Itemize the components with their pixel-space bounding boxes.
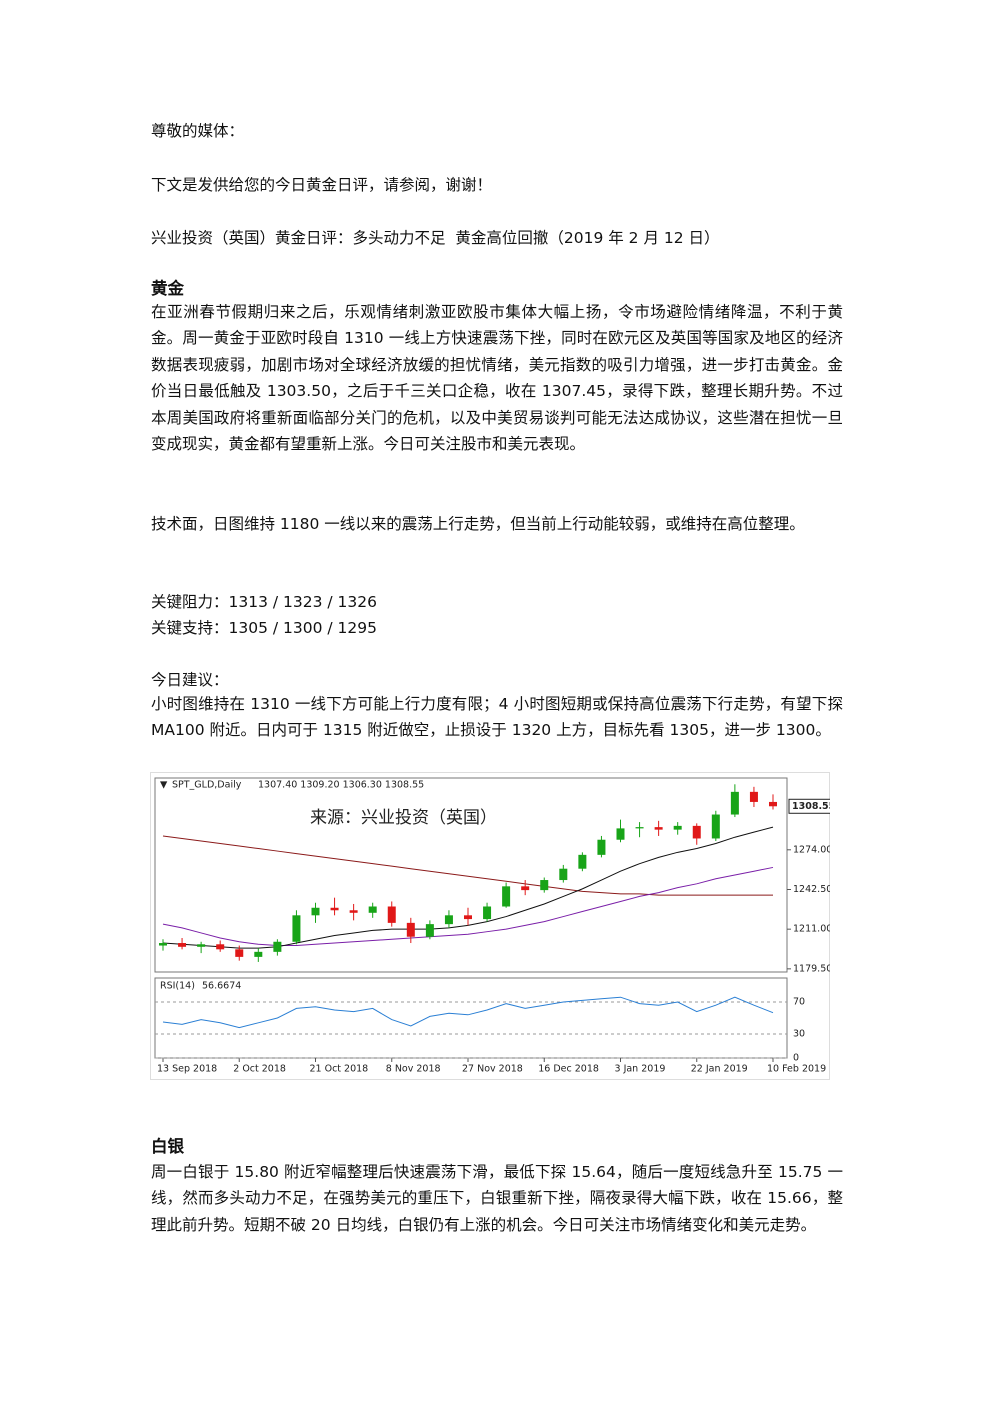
candle-body (197, 944, 206, 947)
candle-body (654, 827, 663, 830)
resistance: 关键阻力：1313 / 1323 / 1326 (151, 593, 377, 611)
candle-body (673, 825, 682, 830)
candle-body (235, 949, 244, 957)
candle-body (444, 915, 453, 925)
candle-body (540, 880, 549, 891)
candle-body (216, 944, 225, 950)
moving-average (162, 826, 774, 949)
x-tick-label: 27 Nov 2018 (462, 1064, 523, 1075)
candle-body (597, 839, 606, 855)
x-tick-label: 10 Feb 2019 (767, 1064, 826, 1075)
candle-body (330, 907, 339, 911)
rsi-tick-label: 70 (793, 997, 805, 1008)
section-heading: 黄金 (151, 279, 184, 298)
candle-body (349, 910, 358, 913)
candle-body (178, 943, 187, 947)
watermark: 来源：兴业投资（英国） (310, 808, 497, 828)
rsi-tick-label: 30 (793, 1029, 805, 1040)
paragraph: 周一白银于 15.80 附近窄幅整理后快速震荡下滑，最低下探 15.64，随后一… (151, 1163, 843, 1234)
candle-body (635, 827, 644, 829)
candle-body (464, 915, 472, 920)
moving-average (162, 866, 774, 947)
candle-body (406, 922, 415, 937)
candle-body (749, 791, 758, 802)
x-tick-label: 22 Jan 2019 (691, 1064, 748, 1075)
candle-body (254, 951, 263, 957)
ohlc-header: 1307.40 1309.20 1306.30 1308.55 (258, 780, 424, 791)
candle-body (711, 814, 720, 839)
paragraph: 技术面，日图维持 1180 一线以来的震荡上行走势，但当前上行动能较弱，或维持在… (151, 515, 805, 533)
candle-body (616, 828, 625, 840)
y-tick-label: 1274.00 (793, 844, 830, 855)
x-tick-label: 8 Nov 2018 (386, 1064, 441, 1075)
headline: 兴业投资（英国）黄金日评：多头动力不足 黄金高位回撤（2019 年 2 月 12… (151, 229, 720, 247)
x-tick-label: 21 Oct 2018 (310, 1064, 369, 1075)
last-price-box (788, 798, 830, 814)
greeting: 尊敬的媒体： (151, 122, 245, 140)
menu-arrow: ▼ (160, 780, 168, 791)
candle-body (769, 801, 777, 807)
paragraph: 小时图维持在 1310 一线下方可能上行力度有限；4 小时图短期或保持高位震荡下… (151, 695, 843, 740)
candle-body (273, 941, 282, 952)
candle-body (730, 791, 739, 815)
candle-body (692, 825, 701, 839)
rsi-title: RSI(14) (160, 981, 195, 992)
chart-title: SPT_GLD,Daily (172, 780, 242, 791)
paragraph: 在亚洲春节假期归来之后，乐观情绪刺激亚欧股市集体大幅上扬，令市场避险情绪降温，不… (151, 303, 843, 454)
y-tick-label: 1179.50 (793, 963, 830, 974)
candle-body (521, 886, 530, 891)
candle-body (292, 915, 301, 942)
candle-body (502, 886, 511, 907)
rsi-panel (154, 977, 788, 1059)
candle-body (311, 907, 320, 916)
advice-heading: 今日建议： (151, 671, 229, 689)
intro: 下文是发供给您的今日黄金日评，请参阅，谢谢！ (151, 176, 493, 194)
candle-body (159, 943, 167, 946)
x-tick-label: 13 Sep 2018 (157, 1064, 217, 1075)
candle-body (387, 906, 396, 923)
section-heading: 白银 (151, 1137, 184, 1156)
y-tick-label: 1242.50 (793, 884, 830, 895)
price-panel (154, 777, 788, 973)
candle-body (559, 868, 568, 881)
moving-average (162, 835, 773, 896)
candle-body (483, 906, 492, 920)
candle-body (578, 854, 587, 869)
rsi-line (162, 996, 774, 1029)
chart: SPT_GLD,Daily 1307.40 1309.20 1306.30 13… (150, 772, 830, 1080)
x-tick-label: 2 Oct 2018 (233, 1064, 286, 1075)
x-tick-label: 16 Dec 2018 (538, 1064, 599, 1075)
last-price-label: 1308.55 (792, 801, 830, 812)
support: 关键支持：1305 / 1300 / 1295 (151, 619, 377, 637)
candle-body (368, 906, 377, 913)
y-tick-label: 1211.00 (793, 924, 830, 935)
x-tick-label: 3 Jan 2019 (615, 1064, 666, 1075)
rsi-last: 56.6674 (202, 981, 241, 992)
candle-body (425, 924, 434, 937)
rsi-tick-label: 0 (793, 1053, 799, 1064)
